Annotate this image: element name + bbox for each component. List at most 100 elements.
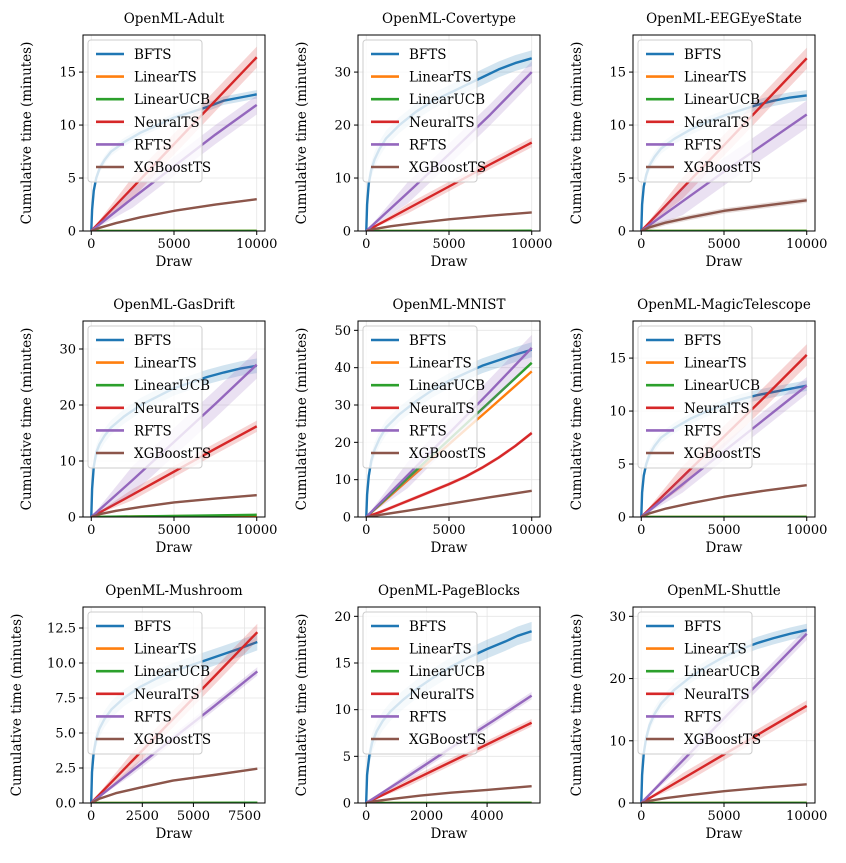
y-tick-label: 10 [59, 119, 76, 134]
y-axis-label: Cumulative time (minutes) [294, 328, 310, 511]
legend-label-neuralts: NeuralTS [684, 401, 750, 417]
legend-label-neuralts: NeuralTS [134, 115, 200, 131]
legend-label-rfts: RFTS [684, 423, 722, 439]
axes-frame [357, 606, 541, 804]
series-line-xgboostts [366, 489, 532, 517]
subplot-openml-eegeyestate: 0 5000 10000 0 5 10 15 OpenML-EEGEyeState Draw Cu… [569, 11, 827, 270]
y-tick-label: 5 [618, 172, 626, 187]
x-tick-label: 2000 [410, 809, 443, 824]
legend-label-linearucb: LinearUCB [409, 378, 485, 394]
legend-label-linearts: LinearTS [134, 356, 197, 372]
legend-label-bfts: BFTS [684, 47, 722, 63]
x-axis-label: Draw [431, 826, 468, 842]
y-tick-label: 30 [609, 610, 626, 625]
y-axis-label: Cumulative time (minutes) [19, 328, 35, 511]
y-tick-label: 30 [59, 343, 76, 358]
legend: BFTS LinearTS LinearUCB NeuralTS RFTS XGBoost… [637, 39, 761, 183]
legend-label-xgboostts: XGBoostTS [684, 446, 761, 462]
subplot-openml-pageblocks: 0 2000 4000 0 5 10 15 20 OpenML-PageBlocks Draw Cu… [294, 583, 541, 842]
legend-label-xgboostts: XGBoostTS [409, 446, 486, 462]
legend-label-rfts: RFTS [684, 137, 722, 153]
y-axis-label: Cumulative time (minutes) [19, 42, 35, 225]
x-tick-label: 10000 [236, 237, 277, 252]
x-tick-label: 0 [637, 237, 645, 252]
x-axis-label: Draw [706, 254, 743, 270]
series-line-neuralts [365, 141, 533, 231]
y-tick-label: 10 [609, 405, 626, 420]
y-axis-label: Cumulative time (minutes) [569, 42, 585, 225]
legend-label-rfts: RFTS [134, 137, 172, 153]
legend: BFTS LinearTS LinearUCB NeuralTS RFTS XGBoost… [87, 325, 211, 469]
y-axis-label: Cumulative time (minutes) [294, 614, 310, 797]
legend-label-neuralts: NeuralTS [409, 401, 475, 417]
y-tick-label: 0 [343, 225, 351, 240]
series-line-xgboostts [90, 767, 258, 803]
subplot-openml-magictelescope: 0 5000 10000 0 5 10 15 OpenML-MagicTelescope Dra… [569, 297, 827, 556]
legend-label-linearucb: LinearUCB [134, 378, 210, 394]
x-tick-label: 4000 [471, 809, 504, 824]
x-tick-label: 5000 [432, 237, 465, 252]
legend: BFTS LinearTS LinearUCB NeuralTS RFTS XGBoost… [637, 611, 761, 755]
y-tick-label: 20 [59, 399, 76, 414]
legend-label-linearucb: LinearUCB [684, 378, 760, 394]
series-line-xgboostts [640, 199, 807, 231]
legend-label-bfts: BFTS [409, 619, 447, 635]
axes-frame [82, 606, 266, 804]
x-axis-label: Draw [156, 826, 193, 842]
series-line-xgboostts [640, 783, 807, 803]
legend-label-rfts: RFTS [409, 423, 447, 439]
legend-label-linearts: LinearTS [409, 642, 472, 658]
chart-title: OpenML-MagicTelescope [637, 297, 811, 313]
y-tick-label: 10 [609, 734, 626, 749]
x-tick-label: 10000 [511, 237, 552, 252]
legend-label-linearts: LinearTS [409, 70, 472, 86]
legend: BFTS LinearTS LinearUCB NeuralTS RFTS XGBoost… [362, 39, 486, 183]
chart-title: OpenML-Covertype [382, 11, 516, 27]
series-line-xgboostts [365, 785, 532, 803]
series-line-xgboostts [90, 198, 257, 231]
y-tick-label: 5 [343, 750, 351, 765]
series-band-neuralts [91, 420, 257, 517]
x-axis-label: Draw [706, 540, 743, 556]
x-tick-label: 5000 [707, 523, 740, 538]
legend-label-xgboostts: XGBoostTS [684, 160, 761, 176]
y-tick-label: 5.0 [55, 727, 76, 742]
legend-label-bfts: BFTS [409, 47, 447, 63]
subplot-openml-covertype: 0 5000 10000 0 10 20 30 OpenML-Covertype Draw Cum… [294, 11, 552, 270]
legend-label-neuralts: NeuralTS [134, 687, 200, 703]
y-axis-label: Cumulative time (minutes) [9, 614, 25, 797]
subplot-openml-shuttle: 0 5000 10000 0 10 20 30 OpenML-Shuttle Draw Cumul… [569, 583, 827, 842]
chart-title: OpenML-Mushroom [105, 583, 243, 599]
chart-title: OpenML-Shuttle [667, 583, 781, 599]
y-tick-label: 10 [334, 703, 351, 718]
subplot-openml-mnist: 0 5000 10000 0 10 20 30 40 50 OpenML-MNIST Draw Cum… [294, 297, 552, 556]
legend: BFTS LinearTS LinearUCB NeuralTS RFTS XGBoost… [87, 611, 211, 755]
legend-label-linearts: LinearTS [684, 642, 747, 658]
y-tick-label: 7.5 [55, 692, 76, 707]
legend-label-neuralts: NeuralTS [409, 687, 475, 703]
legend-label-bfts: BFTS [409, 333, 447, 349]
y-tick-label: 0 [618, 797, 626, 812]
subplot-openml-mushroom: 0 2500 5000 7500 0.0 2.5 5.0 7.5 10.0 12.5 OpenML-… [9, 583, 266, 842]
y-tick-label: 0 [343, 797, 351, 812]
y-tick-label: 20 [334, 119, 351, 134]
x-axis-label: Draw [706, 826, 743, 842]
x-tick-label: 10000 [786, 523, 827, 538]
y-tick-label: 15 [609, 352, 626, 367]
y-axis-label: Cumulative time (minutes) [294, 42, 310, 225]
legend-label-rfts: RFTS [409, 137, 447, 153]
legend-label-bfts: BFTS [684, 333, 722, 349]
legend-label-xgboostts: XGBoostTS [134, 160, 211, 176]
y-tick-label: 2.5 [55, 762, 76, 777]
legend-label-linearts: LinearTS [684, 356, 747, 372]
subplot-openml-gasdrift: 0 5000 10000 0 10 20 30 OpenML-GasDrift Draw Cumu… [19, 297, 277, 556]
x-axis-label: Draw [156, 254, 193, 270]
x-tick-label: 0 [637, 809, 645, 824]
y-tick-label: 20 [609, 672, 626, 687]
y-tick-label: 5 [618, 458, 626, 473]
legend-label-neuralts: NeuralTS [134, 401, 200, 417]
legend-label-linearucb: LinearUCB [684, 664, 760, 680]
y-tick-label: 15 [59, 66, 76, 81]
y-tick-label: 10 [59, 455, 76, 470]
